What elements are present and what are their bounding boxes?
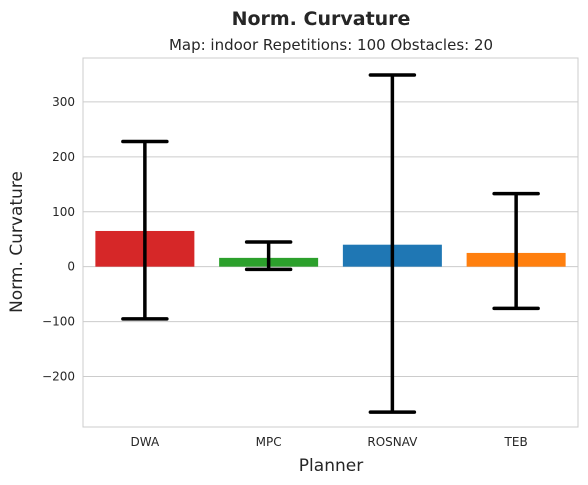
x-tick-label: MPC xyxy=(256,435,282,449)
y-tick-labels: −200 −100 0 100 200 300 xyxy=(42,95,75,384)
y-tick-label: −200 xyxy=(42,369,75,383)
x-tick-label: DWA xyxy=(131,435,160,449)
x-tick-labels: DWA MPC ROSNAV TEB xyxy=(131,435,528,449)
y-axis-label: Norm. Curvature xyxy=(7,171,27,313)
y-tick-label: 0 xyxy=(67,260,75,274)
chart-subtitle: Map: indoor Repetitions: 100 Obstacles: … xyxy=(169,36,493,54)
y-tick-label: 300 xyxy=(52,95,75,109)
x-tick-label: ROSNAV xyxy=(367,435,418,449)
y-tick-label: −100 xyxy=(42,315,75,329)
y-tick-label: 200 xyxy=(52,150,75,164)
x-tick-label: TEB xyxy=(504,435,528,449)
chart-title: Norm. Curvature xyxy=(232,8,411,30)
bars xyxy=(95,230,566,267)
x-axis-label: Planner xyxy=(299,456,363,476)
plot-frame xyxy=(82,57,579,428)
y-tick-label: 100 xyxy=(52,205,75,219)
error-bars xyxy=(121,73,540,414)
